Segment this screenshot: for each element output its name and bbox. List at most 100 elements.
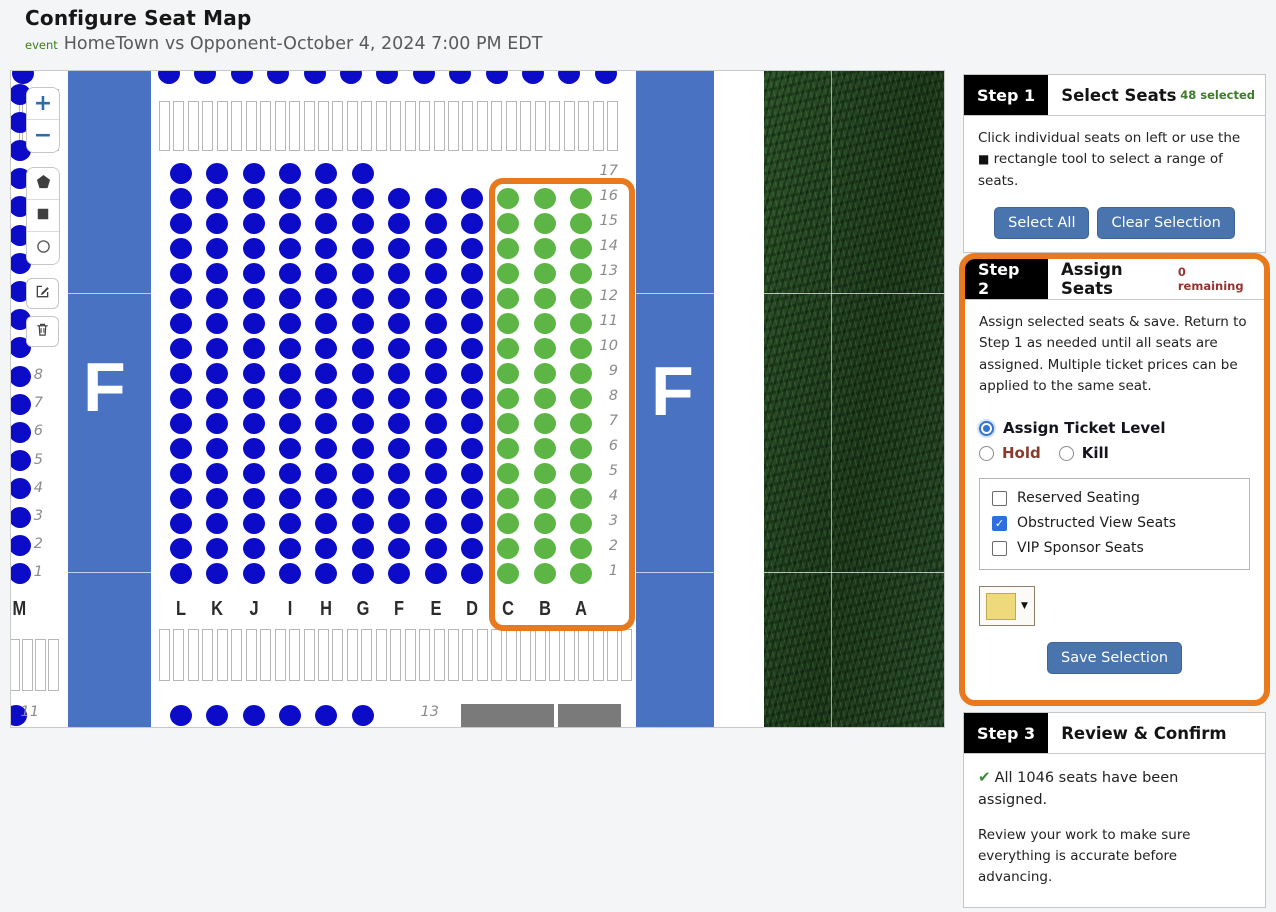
standing-room-slot[interactable] — [390, 629, 402, 681]
seat-dot-selected[interactable] — [497, 212, 520, 234]
seat-dot[interactable] — [460, 562, 483, 584]
seat-dot[interactable] — [170, 262, 192, 284]
seat-dot[interactable] — [388, 337, 411, 359]
seat-dot[interactable] — [424, 387, 447, 409]
seat-dot-selected[interactable] — [533, 212, 556, 234]
standing-room-slot[interactable] — [621, 629, 633, 681]
edit-tool-button[interactable] — [26, 278, 59, 309]
standing-room-slot[interactable] — [433, 629, 445, 681]
seat-dot[interactable] — [170, 162, 192, 184]
seat-dot[interactable] — [315, 287, 338, 309]
seat-dot-selected[interactable] — [569, 362, 592, 384]
hold-label[interactable]: Hold — [1002, 444, 1041, 463]
standing-room-slot[interactable] — [549, 101, 561, 151]
seat-dot[interactable] — [460, 312, 483, 334]
seat-dot[interactable] — [12, 71, 34, 84]
seat-dot[interactable] — [351, 705, 374, 726]
clear-selection-button[interactable]: Clear Selection — [1097, 206, 1235, 239]
seat-dot[interactable] — [170, 337, 192, 359]
seat-dot[interactable] — [206, 562, 229, 584]
seat-dot[interactable] — [206, 312, 229, 334]
seat-dot[interactable] — [351, 487, 374, 509]
standing-room-slot[interactable] — [274, 101, 286, 151]
seat-dot-selected[interactable] — [497, 562, 520, 584]
standing-room-slot[interactable] — [332, 629, 344, 681]
seat-dot-selected[interactable] — [533, 437, 556, 459]
seat-dot[interactable] — [11, 450, 31, 472]
seat-dot[interactable] — [11, 705, 27, 726]
seat-dot-selected[interactable] — [497, 337, 520, 359]
seat-dot[interactable] — [351, 537, 374, 559]
seat-dot-selected[interactable] — [497, 237, 520, 259]
seat-dot[interactable] — [242, 187, 265, 209]
standing-room-slot[interactable] — [476, 629, 488, 681]
seat-dot[interactable] — [242, 312, 265, 334]
standing-room-slot[interactable] — [563, 629, 575, 681]
seat-dot[interactable] — [424, 212, 447, 234]
seat-dot[interactable] — [315, 362, 338, 384]
seat-dot-selected[interactable] — [569, 387, 592, 409]
seat-dot-selected[interactable] — [569, 487, 592, 509]
standing-room-slot[interactable] — [433, 101, 445, 151]
standing-room-slot[interactable] — [317, 101, 329, 151]
standing-room-slot[interactable] — [11, 639, 20, 691]
standing-room-slot[interactable] — [375, 629, 387, 681]
seat-dot[interactable] — [388, 262, 411, 284]
standing-room-slot[interactable] — [404, 101, 416, 151]
seat-dot[interactable] — [340, 71, 362, 84]
seat-dot[interactable] — [170, 487, 192, 509]
seat-dot[interactable] — [351, 462, 374, 484]
seat-dot-selected[interactable] — [533, 562, 556, 584]
standing-room-slot[interactable] — [462, 101, 474, 151]
standing-room-slot[interactable] — [606, 101, 618, 151]
seat-dot[interactable] — [242, 337, 265, 359]
seat-dot[interactable] — [424, 362, 447, 384]
standing-room-slot[interactable] — [22, 639, 33, 691]
ticket-level-label[interactable]: VIP Sponsor Seats — [1017, 540, 1144, 557]
seat-dot[interactable] — [351, 287, 374, 309]
seat-dot[interactable] — [242, 287, 265, 309]
seat-dot[interactable] — [522, 71, 544, 84]
standing-room-slot[interactable] — [549, 629, 561, 681]
standing-room-slot[interactable] — [419, 629, 431, 681]
standing-room-slot[interactable] — [520, 629, 532, 681]
seat-dot[interactable] — [460, 212, 483, 234]
seat-dot[interactable] — [242, 487, 265, 509]
seat-dot-selected[interactable] — [533, 537, 556, 559]
seat-dot[interactable] — [279, 162, 302, 184]
assign-ticket-level-radio[interactable] — [979, 420, 994, 436]
seat-dot-selected[interactable] — [533, 187, 556, 209]
standing-room-slot[interactable] — [505, 101, 517, 151]
seat-dot[interactable] — [279, 537, 302, 559]
seat-dot[interactable] — [279, 287, 302, 309]
seat-dot[interactable] — [485, 71, 508, 84]
standing-room-slot[interactable] — [303, 101, 315, 151]
seat-dot[interactable] — [242, 262, 265, 284]
seat-dot[interactable] — [170, 537, 192, 559]
seat-dot[interactable] — [315, 562, 338, 584]
standing-room-slot[interactable] — [462, 629, 474, 681]
standing-room-slot[interactable] — [159, 101, 170, 151]
seat-dot[interactable] — [170, 705, 192, 726]
ticket-level-label[interactable]: Obstructed View Seats — [1017, 515, 1176, 532]
seat-dot[interactable] — [242, 537, 265, 559]
seat-dot[interactable] — [351, 437, 374, 459]
seat-dot-selected[interactable] — [569, 412, 592, 434]
delete-tool-button[interactable] — [26, 316, 59, 347]
standing-room-slot[interactable] — [419, 101, 431, 151]
seat-dot[interactable] — [388, 212, 411, 234]
seat-dot[interactable] — [315, 437, 338, 459]
seat-dot[interactable] — [170, 362, 192, 384]
seat-dot[interactable] — [206, 512, 229, 534]
standing-room-slot[interactable] — [202, 101, 214, 151]
seat-dot[interactable] — [315, 162, 338, 184]
circle-tool-button[interactable] — [27, 232, 59, 264]
seat-dot[interactable] — [206, 287, 229, 309]
standing-room-slot[interactable] — [476, 101, 488, 151]
seat-dot[interactable] — [315, 487, 338, 509]
seat-dot-selected[interactable] — [497, 387, 520, 409]
standing-room-slot[interactable] — [173, 629, 185, 681]
seat-dot[interactable] — [242, 705, 265, 726]
checked-checkbox[interactable]: ✓ — [992, 515, 1007, 531]
seat-dot[interactable] — [230, 71, 253, 84]
